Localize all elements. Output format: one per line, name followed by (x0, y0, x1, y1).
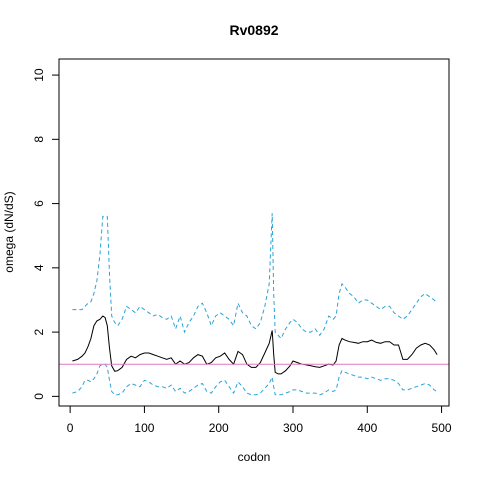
y-tick-label-5: 10 (32, 68, 46, 82)
lower-bound-series-line (72, 363, 438, 396)
y-axis-label: omega (dN/dS) (2, 191, 16, 272)
x-tick-label-2: 200 (209, 421, 229, 435)
x-tick-label-5: 500 (432, 421, 452, 435)
y-tick-label-1: 2 (32, 328, 46, 335)
x-tick-label-1: 100 (134, 421, 154, 435)
y-axis: 0 2 4 6 8 10 (32, 68, 59, 400)
y-tick-label-0: 0 (32, 393, 46, 400)
x-tick-label-0: 0 (67, 421, 74, 435)
plot-frame (58, 58, 450, 407)
upper-bound-series-line (72, 213, 438, 340)
x-axis: 0 100 200 300 400 500 (67, 406, 452, 435)
x-axis-label: codon (238, 450, 271, 464)
y-tick-label-4: 8 (32, 136, 46, 143)
omega-series-line (72, 315, 438, 375)
chart-title: Rv0892 (229, 22, 278, 38)
y-tick-label-2: 4 (32, 264, 46, 271)
x-tick-label-3: 300 (283, 421, 303, 435)
y-tick-label-3: 6 (32, 200, 46, 207)
plot-area (59, 213, 449, 396)
x-tick-label-4: 400 (357, 421, 377, 435)
